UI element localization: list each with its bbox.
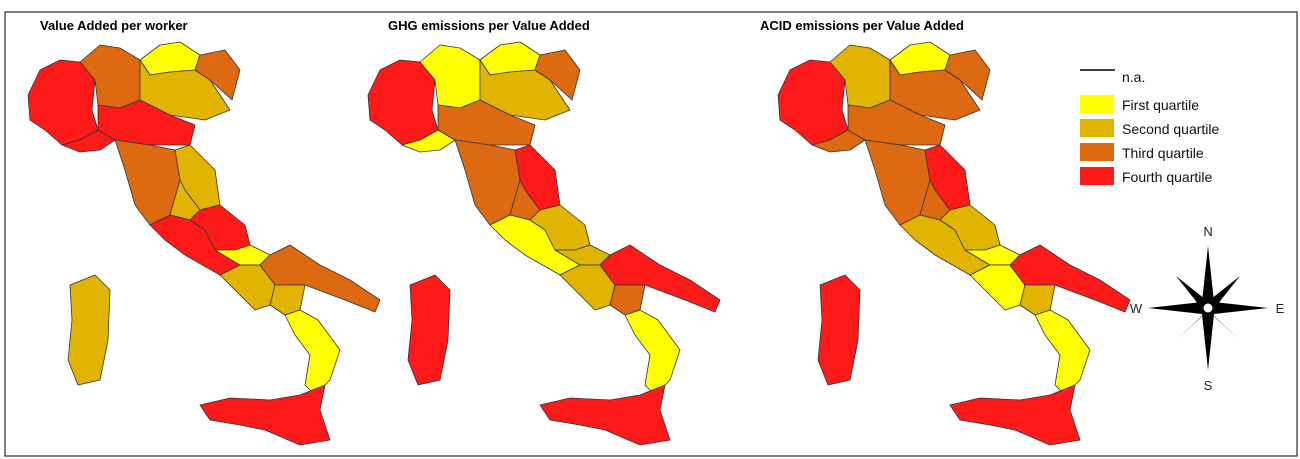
legend-swatch [1080,167,1114,185]
legend-label: Fourth quartile [1122,169,1212,185]
frame [4,11,1298,457]
region [114,139,181,226]
map [27,41,381,446]
compass-label: E [1276,301,1285,316]
region [407,274,451,386]
maps [27,41,1131,446]
region [1034,309,1091,396]
compass-label: N [1203,224,1212,239]
region [454,139,521,226]
compass-label: W [1130,301,1143,316]
compass: N W E S [1130,224,1285,393]
legend-label: n.a. [1122,69,1145,85]
region [624,309,681,396]
region [367,59,439,146]
legend-label: Second quartile [1122,121,1220,137]
region [67,274,111,386]
legend-label: First quartile [1122,97,1199,113]
map-title: Value Added per worker [40,18,188,33]
map [777,41,1131,446]
legend-swatch [1080,95,1114,113]
region [949,384,1081,446]
region [539,384,671,446]
region [27,59,99,146]
region [777,59,849,146]
region [199,384,331,446]
map-title: ACID emissions per Value Added [760,18,964,33]
legend: n.a. First quartile Second quartile Thir… [1080,69,1220,185]
legend-label: Third quartile [1122,145,1204,161]
legend-swatch [1080,119,1114,137]
region [864,139,931,226]
region [284,309,341,396]
map-title: GHG emissions per Value Added [388,18,590,33]
compass-label: S [1204,378,1213,393]
legend-swatch [1080,143,1114,161]
map [367,41,721,446]
region [817,274,861,386]
